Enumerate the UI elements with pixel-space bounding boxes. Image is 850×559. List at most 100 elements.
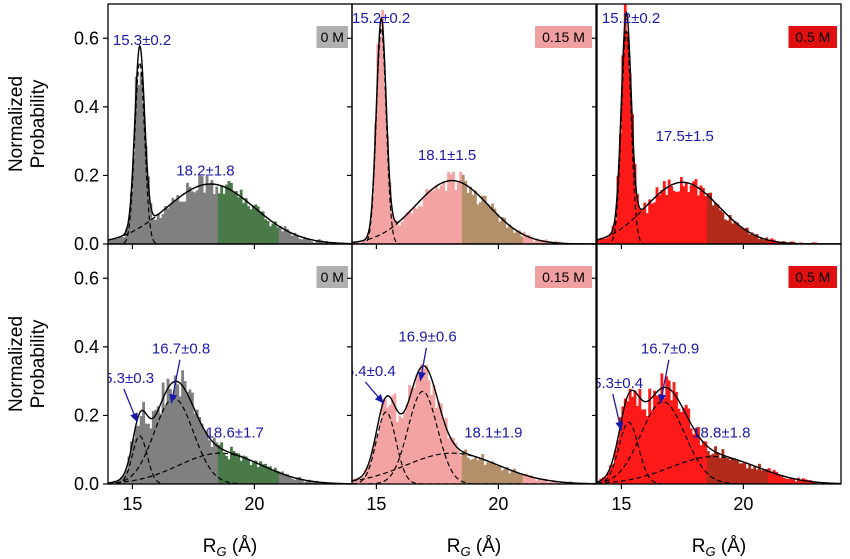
hist-bar <box>400 221 404 244</box>
hist-bar <box>164 405 167 484</box>
peak-annotation: 18.1±1.5 <box>418 147 476 164</box>
hist-bar <box>539 479 543 484</box>
hist-bar <box>689 185 693 244</box>
hist-bar <box>449 174 453 244</box>
hist-bar <box>469 459 472 484</box>
hist-bar <box>667 380 671 484</box>
hist-bar <box>198 175 202 244</box>
hist-bar <box>393 393 397 484</box>
hist-bar <box>432 190 436 244</box>
hist-bar <box>628 388 632 484</box>
hist-bar <box>701 187 705 244</box>
hist-bar <box>452 437 455 484</box>
hist-bar <box>120 236 124 244</box>
hist-bar <box>203 431 206 484</box>
hist-bar <box>444 190 448 244</box>
y-tick-label: 0.0 <box>74 234 99 254</box>
hist-bar <box>259 461 263 484</box>
hist-bar <box>765 469 769 484</box>
hist-bar <box>271 223 275 244</box>
peak-annotation: 18.1±1.9 <box>464 425 522 442</box>
hist-bar <box>186 391 189 484</box>
hist-bar <box>303 482 307 484</box>
hist-bar <box>701 441 705 484</box>
hist-bar <box>283 226 287 244</box>
hist-bar <box>689 428 693 484</box>
y-axis-label: Probability <box>28 319 49 408</box>
hist-bar <box>767 240 771 244</box>
hist-bar <box>144 146 148 244</box>
hist-bar <box>356 241 360 244</box>
hist-bar <box>599 478 603 484</box>
hist-bar <box>758 463 761 484</box>
hist-bar <box>354 478 358 484</box>
hist-bar <box>232 450 236 484</box>
hist-bar <box>261 211 265 244</box>
hist-bar <box>276 470 280 484</box>
hist-bar <box>544 478 548 484</box>
hist-bar <box>320 482 324 484</box>
hist-bar <box>403 216 407 244</box>
hist-bar <box>767 468 771 484</box>
hist-bar <box>354 242 358 244</box>
hist-bar <box>425 189 429 244</box>
hist-bar <box>740 228 744 244</box>
hist-bar <box>709 192 713 244</box>
hist-bar <box>655 395 659 484</box>
plot-area: 15.3±0.4 16.7±0.9 18.8±1.8 <box>597 341 841 484</box>
hist-bar <box>687 408 691 484</box>
hist-bar <box>456 182 460 244</box>
panel-0-1: 15.2±0.2 18.1±1.5 0.15 M <box>347 3 597 249</box>
hist-bar <box>212 194 216 244</box>
hist-bar <box>755 233 759 244</box>
hist-bar <box>723 458 727 484</box>
hist-bar <box>190 191 194 244</box>
hist-bar <box>784 478 788 484</box>
fit-component-curve-0 <box>108 61 352 244</box>
hist-bar <box>675 191 678 244</box>
hist-bar <box>456 449 460 484</box>
hist-bar <box>554 481 558 484</box>
hist-bar <box>298 477 302 484</box>
hist-bar <box>535 480 538 484</box>
fit-component-curve-1 <box>352 390 596 484</box>
hist-bar <box>645 213 649 244</box>
hist-bar <box>312 482 316 484</box>
hist-bar <box>215 442 219 484</box>
y-tick-label: 0.0 <box>74 474 99 494</box>
x-tick-label: 20 <box>244 494 264 514</box>
hist-bar <box>704 196 708 244</box>
hist-bar <box>709 454 713 484</box>
hist-bar <box>288 475 292 484</box>
hist-bar <box>513 468 516 484</box>
hist-bar <box>535 238 538 244</box>
hist-bar <box>697 427 700 484</box>
hist-bar <box>466 192 470 244</box>
hist-bar <box>281 231 285 244</box>
hist-bar <box>743 228 747 244</box>
hist-bar <box>537 478 541 484</box>
hist-bar <box>520 474 524 484</box>
hist-bar <box>736 222 739 244</box>
hist-bar <box>491 461 494 484</box>
hist-bar <box>244 198 248 244</box>
hist-bar <box>775 471 778 484</box>
fit-component-curve-0 <box>597 30 841 244</box>
fit-component-curve-1 <box>597 401 841 484</box>
hist-bar <box>616 439 620 484</box>
x-tick-label: 20 <box>733 494 753 514</box>
hist-bar <box>364 239 368 244</box>
hist-bar <box>721 449 725 484</box>
hist-bar <box>234 191 238 244</box>
hist-bar <box>660 373 664 484</box>
hist-bar <box>716 204 720 244</box>
hist-bar <box>662 181 666 244</box>
hist-bar <box>220 185 224 244</box>
hist-bar <box>658 194 661 244</box>
concentration-badge-bg <box>788 266 837 288</box>
hist-bar <box>122 237 126 244</box>
hist-bar <box>483 464 487 484</box>
hist-bar <box>623 4 627 244</box>
hist-bar <box>782 477 786 484</box>
x-axis-label: RG (Å) <box>203 536 257 559</box>
